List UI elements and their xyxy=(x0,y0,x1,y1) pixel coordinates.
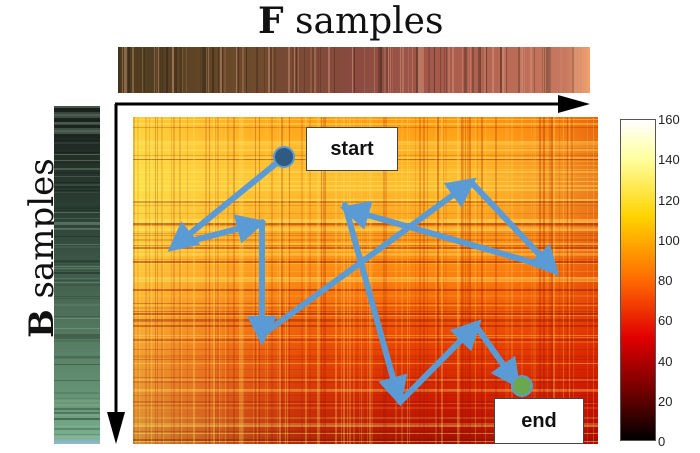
colorbar-tick-label: 20 xyxy=(658,393,673,409)
colorbar xyxy=(620,119,656,441)
colorbar-tick-label: 80 xyxy=(658,273,673,288)
f-title-rest: samples xyxy=(283,1,444,42)
colorbar-tick-label: 40 xyxy=(658,353,673,369)
f-title-bold: F xyxy=(258,0,284,42)
colorbar-tick-label: 100 xyxy=(658,232,680,248)
colorbar-ticks: 160 140 120 100 80 60 40 20 0 xyxy=(656,112,700,449)
start-label: start xyxy=(306,127,398,171)
colorbar-tick-label: 140 xyxy=(658,152,680,168)
colorbar-tick-label: 120 xyxy=(658,192,680,208)
f-samples-strip xyxy=(118,47,590,93)
end-label: end xyxy=(494,398,584,444)
f-axis-arrow xyxy=(115,95,590,113)
colorbar-tick-label: 160 xyxy=(658,112,680,127)
b-axis-arrow xyxy=(107,104,125,444)
f-samples-title: F samples xyxy=(258,0,443,42)
b-samples-strip xyxy=(54,106,100,444)
colorbar-tick-label: 60 xyxy=(658,313,673,329)
colorbar-tick-label: 0 xyxy=(658,434,666,449)
